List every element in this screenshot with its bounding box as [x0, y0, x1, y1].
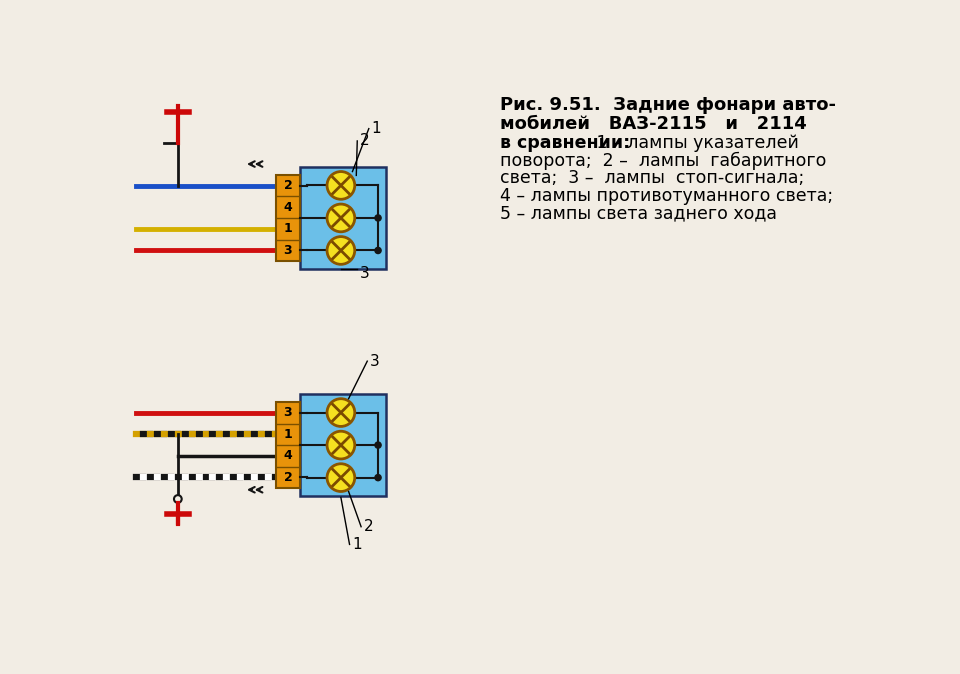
Text: 4: 4: [283, 450, 293, 462]
Circle shape: [174, 495, 181, 503]
Text: 4 – лампы противотуманного света;: 4 – лампы противотуманного света;: [500, 187, 833, 205]
Circle shape: [375, 215, 381, 221]
Text: 1: 1: [283, 222, 293, 235]
Text: 2: 2: [364, 519, 373, 534]
Circle shape: [375, 442, 381, 448]
Circle shape: [327, 399, 355, 427]
Text: 2: 2: [283, 179, 293, 192]
Circle shape: [327, 172, 355, 200]
Circle shape: [327, 237, 355, 264]
Text: мобилей   ВАЗ-2115   и   2114: мобилей ВАЗ-2115 и 2114: [500, 115, 806, 133]
Circle shape: [375, 247, 381, 253]
Text: 2: 2: [360, 133, 370, 148]
Circle shape: [375, 474, 381, 481]
Text: 5 – лампы света заднего хода: 5 – лампы света заднего хода: [500, 205, 777, 223]
Text: 1: 1: [352, 537, 362, 552]
Text: 1: 1: [283, 428, 293, 441]
Text: 3: 3: [283, 406, 292, 419]
Text: 3: 3: [370, 354, 379, 369]
Text: в сравнении:: в сравнении:: [500, 134, 630, 152]
Text: света;  3 –  лампы  стоп-сигнала;: света; 3 – лампы стоп-сигнала;: [500, 169, 804, 187]
Text: 3: 3: [283, 244, 292, 257]
Text: поворота;  2 –  лампы  габаритного: поворота; 2 – лампы габаритного: [500, 152, 826, 170]
Circle shape: [327, 431, 355, 459]
Text: Рис. 9.51.  Задние фонари авто-: Рис. 9.51. Задние фонари авто-: [500, 96, 836, 113]
Text: 2: 2: [283, 471, 293, 484]
Text: 1: 1: [372, 121, 381, 136]
Bar: [300, 167, 386, 269]
Bar: [300, 394, 386, 496]
Text: 3: 3: [360, 266, 370, 281]
Circle shape: [327, 464, 355, 491]
Bar: [276, 175, 300, 261]
Circle shape: [327, 204, 355, 232]
Bar: [276, 402, 300, 488]
Text: 4: 4: [283, 201, 293, 214]
Text: 1 – лампы указателей: 1 – лампы указателей: [590, 134, 799, 152]
